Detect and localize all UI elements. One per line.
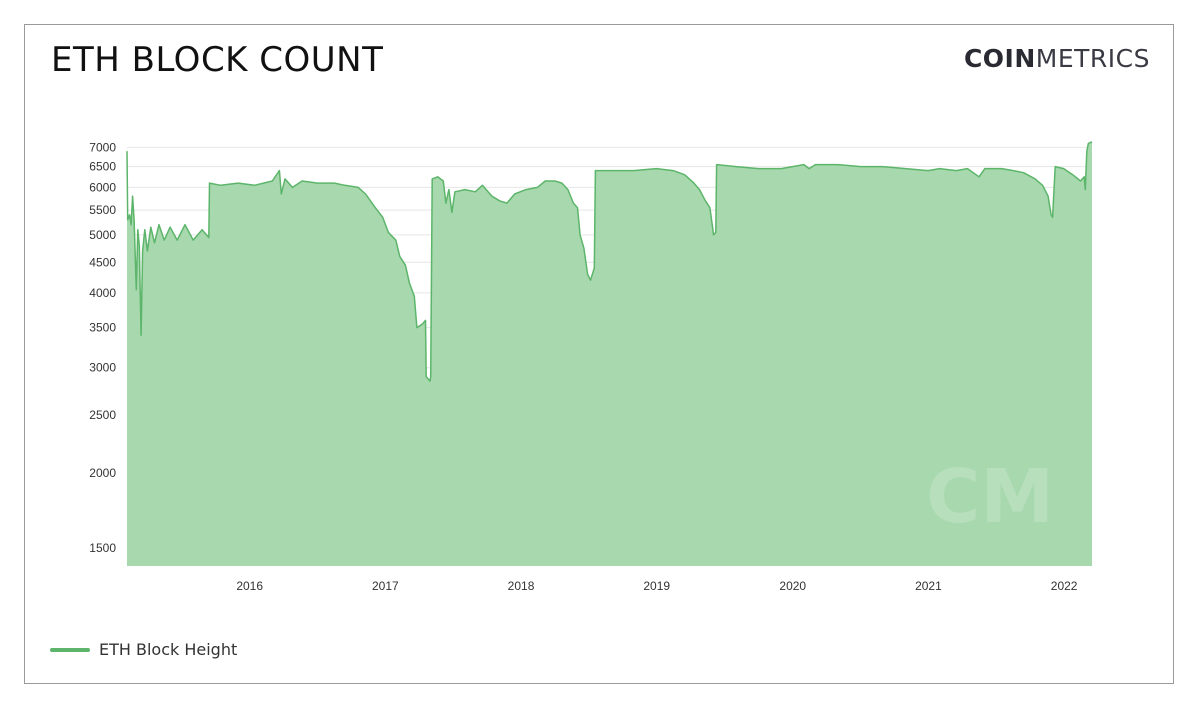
x-tick-label: 2020 xyxy=(779,579,806,593)
x-tick-label: 2016 xyxy=(236,579,263,593)
legend-label: ETH Block Height xyxy=(99,640,238,659)
y-tick-label: 3500 xyxy=(89,321,116,335)
y-tick-label: 5500 xyxy=(89,203,116,217)
x-axis-ticks: 2016 2017 2018 2019 2020 2021 2022 xyxy=(236,579,1077,593)
watermark-text: CM xyxy=(926,454,1054,540)
coinmetrics-logo: COINMETRICS xyxy=(964,44,1150,73)
x-tick-label: 2021 xyxy=(915,579,942,593)
y-tick-label: 2000 xyxy=(89,466,116,480)
y-tick-label: 6000 xyxy=(89,180,116,194)
legend-swatch xyxy=(50,647,90,652)
y-tick-label: 4500 xyxy=(89,255,116,269)
x-tick-label: 2018 xyxy=(508,579,535,593)
y-tick-label: 7000 xyxy=(89,140,116,154)
watermark-logo: CM xyxy=(926,454,1054,540)
logo-text-bold: COIN xyxy=(963,44,1036,73)
logo-text-light: METRICS xyxy=(1035,44,1150,73)
legend: ETH Block Height xyxy=(50,640,237,659)
y-tick-label: 4000 xyxy=(89,286,116,300)
y-tick-label: 3000 xyxy=(89,361,116,375)
y-axis-ticks: 1500 2000 2500 3000 3500 4000 4500 5000 5500 6000… xyxy=(89,140,116,555)
y-tick-label: 6500 xyxy=(89,160,116,174)
page-title: ETH BLOCK COUNT xyxy=(51,40,384,80)
series-area xyxy=(127,141,1092,567)
x-tick-label: 2019 xyxy=(643,579,670,593)
x-tick-label: 2017 xyxy=(372,579,399,593)
series-line xyxy=(126,141,1093,382)
y-tick-label: 1500 xyxy=(89,541,116,555)
y-tick-label: 2500 xyxy=(89,408,116,422)
y-tick-label: 5000 xyxy=(89,228,116,242)
x-tick-label: 2022 xyxy=(1051,579,1078,593)
